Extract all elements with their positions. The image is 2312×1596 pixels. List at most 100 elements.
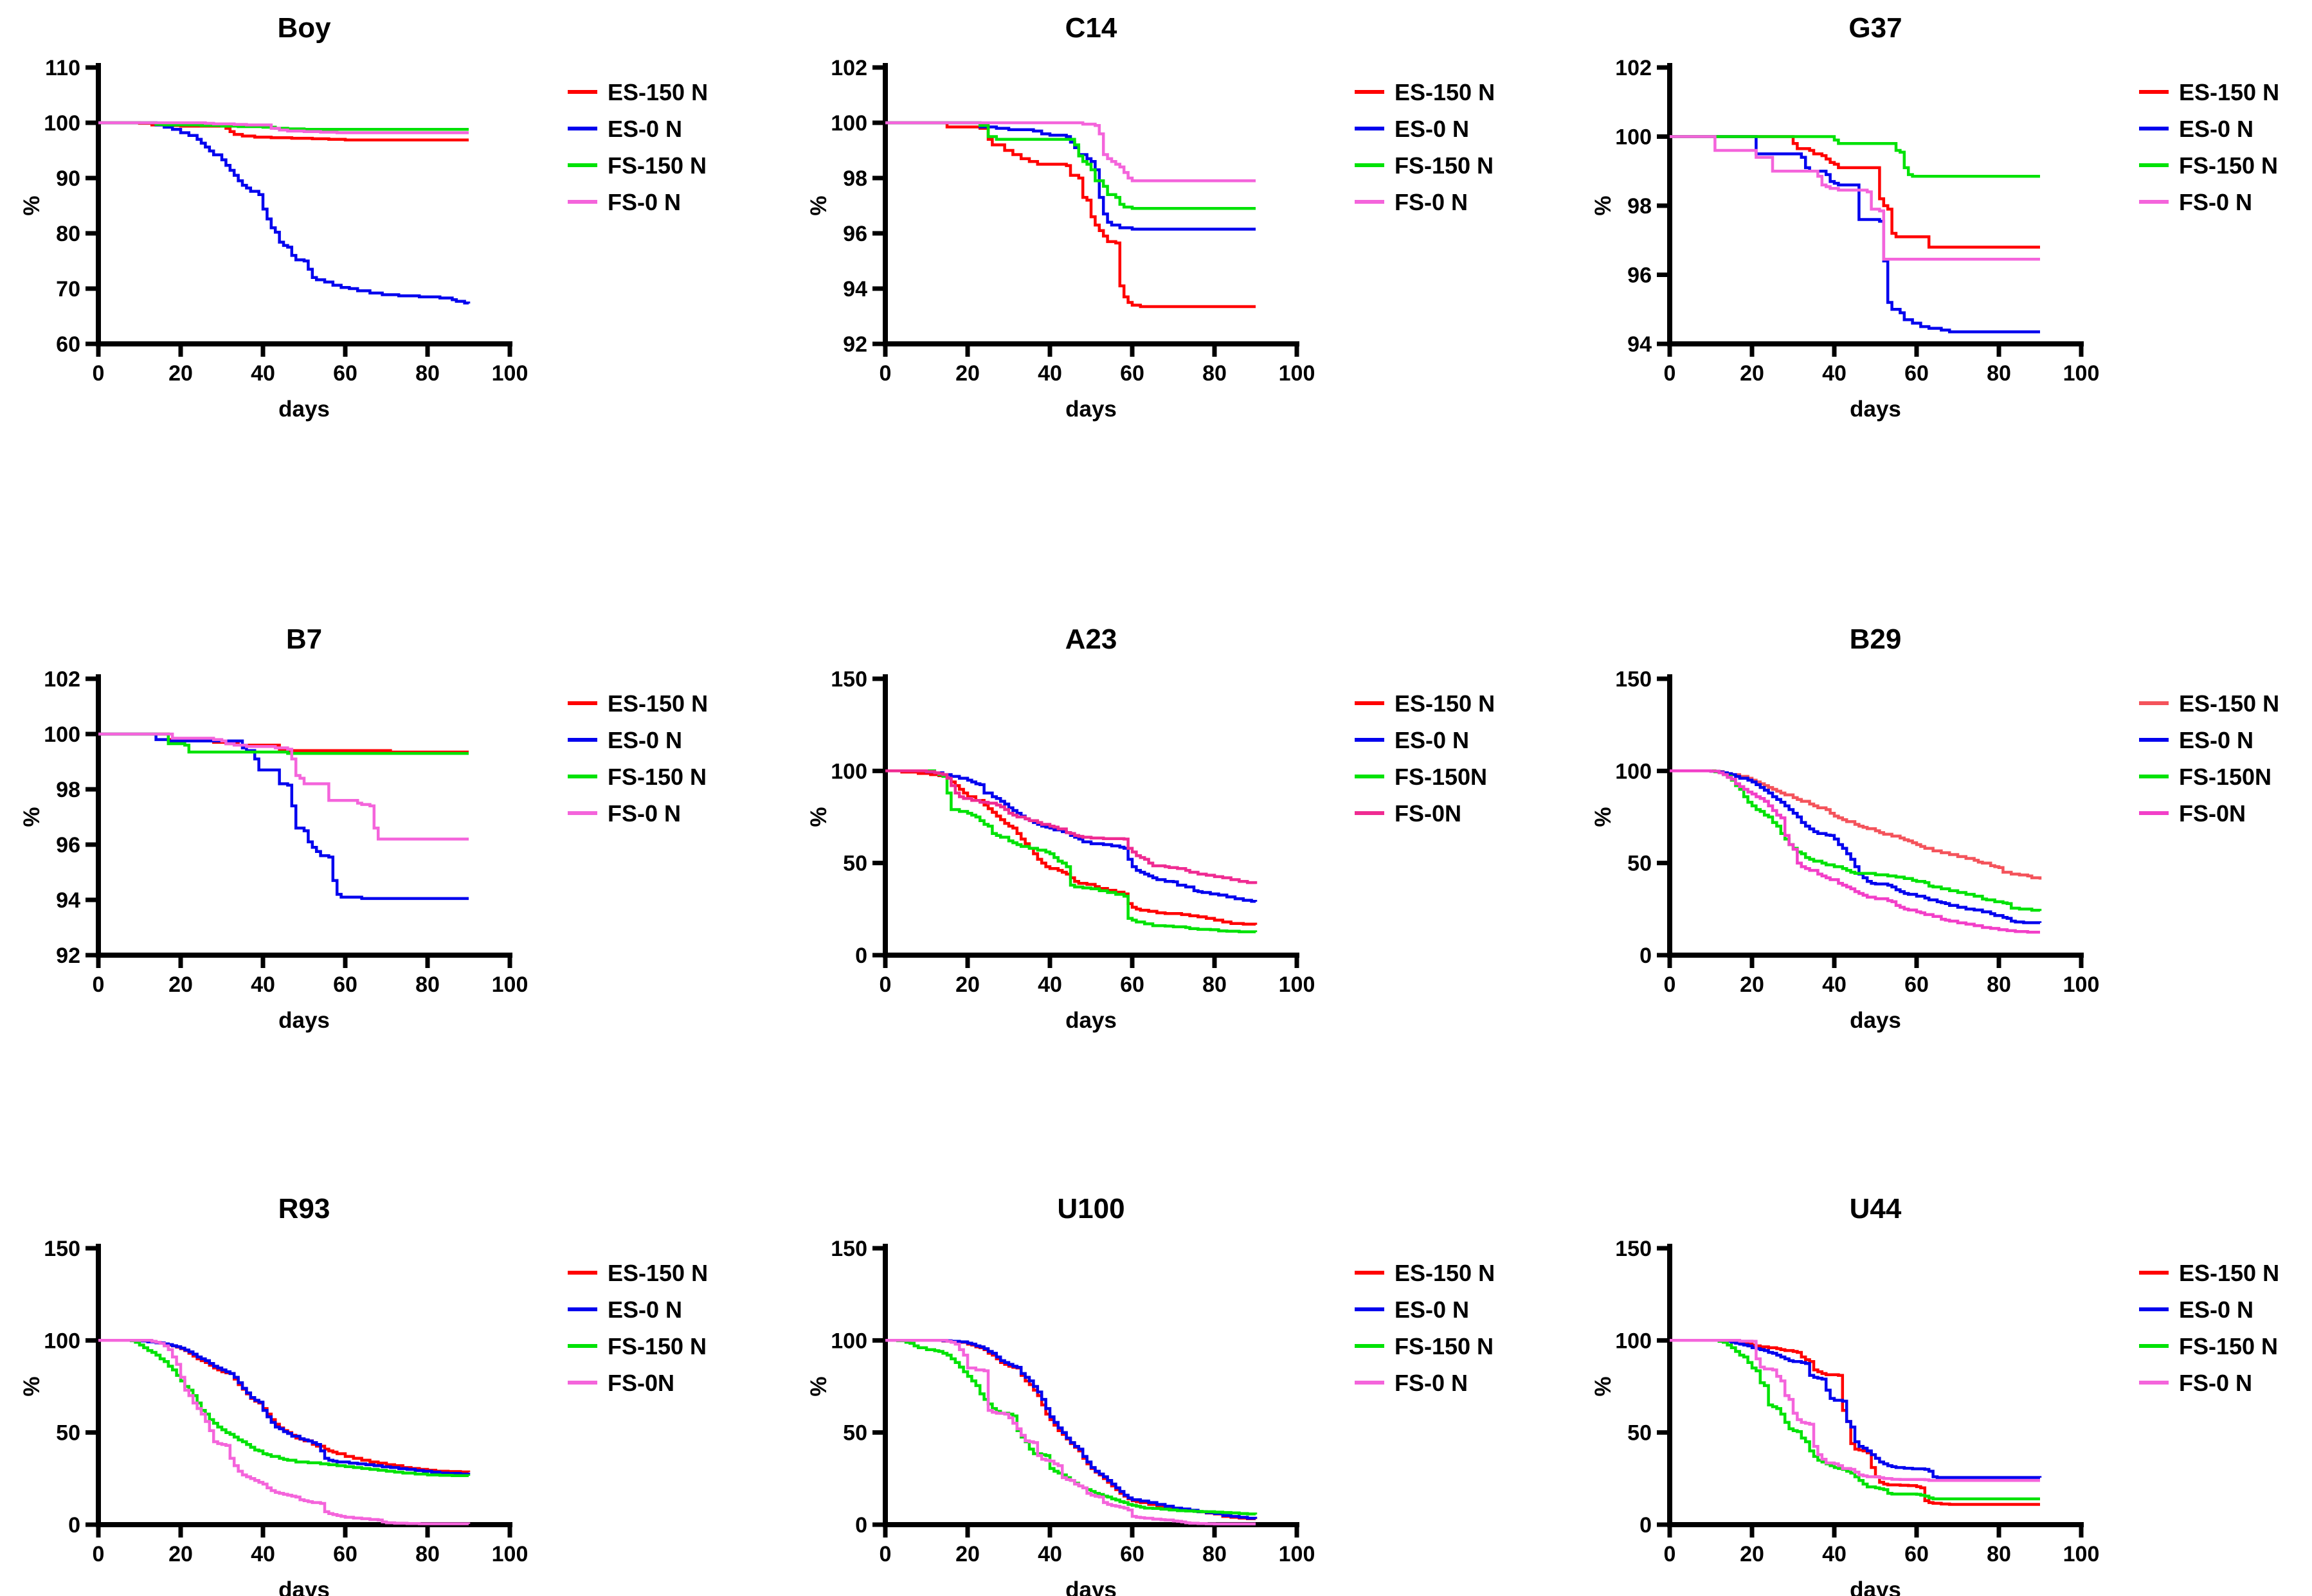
chart-cell-u100: U100 0 20 40 60 80 100 0 50 100 150 days% ES-150 N ES… [771,1154,1542,1596]
y-tick-label: 102 [831,56,867,80]
legend-item: FS-0 N [1355,189,1468,215]
x-tick-label: 20 [1740,973,1764,997]
series-line-1 [98,1339,471,1476]
x-tick-label: 0 [1664,1542,1676,1566]
legend-item: ES-0 N [568,1296,682,1323]
y-tick-label: 100 [831,111,867,136]
x-tick-label: 80 [1202,1542,1227,1566]
y-tick-label: 70 [56,277,80,301]
x-tick-label: 80 [1987,361,2011,386]
series-line-3 [885,1339,1256,1526]
legend-label: FS-150 N [608,764,707,790]
x-tick-label: 0 [93,973,105,997]
y-tick-label: 150 [831,667,867,692]
legend-item: ES-150 N [568,79,708,105]
series-line-2 [885,1339,1258,1516]
y-axis-label: % [806,1376,831,1396]
x-tick-label: 0 [880,361,892,386]
legend-item: FS-150 N [1355,152,1494,179]
y-tick-label: 94 [843,277,867,301]
y-tick-label: 98 [843,166,867,191]
legend-label: ES-150 N [1395,1260,1495,1286]
legend-item: FS-150 N [568,1333,707,1359]
chart-cell-boy: Boy 0 20 40 60 80 100 60 70 80 90 100 110 days% ES-150… [0,0,771,582]
y-tick-label: 50 [1627,852,1652,876]
axes-lines [883,1244,1299,1527]
y-tick-label: 100 [44,1329,80,1353]
y-tick-label: 100 [831,759,867,784]
series-line-3 [1670,135,2040,261]
legend-item: ES-0 N [2139,1296,2253,1323]
x-tick-label: 60 [1904,973,1929,997]
legend-item: FS-0N [568,1370,674,1396]
chart-title: B7 [286,623,322,655]
y-tick-label: 80 [56,222,80,246]
series-line-0 [1670,1339,2040,1506]
chart-cell-b29: B29 0 20 40 60 80 100 0 50 100 150 days% ES-150 N ES-… [1542,582,2312,1154]
legend-label: FS-150 N [2179,152,2278,179]
legend-item: ES-150 N [568,690,708,717]
series-line-1 [1670,135,2040,334]
chart-title: Boy [277,12,331,44]
legend-label: FS-150 N [608,1333,707,1359]
legend-item: ES-0 N [1355,727,1469,753]
legend-label: FS-150 N [608,152,707,179]
series-line-3 [1670,1339,2040,1482]
legend-item: ES-150 N [568,1260,708,1286]
y-axis-label: % [1591,195,1616,215]
y-tick-label: 96 [56,833,80,857]
x-tick-label: 40 [1038,1542,1062,1566]
legend-label: ES-150 N [2179,1260,2279,1286]
y-axis-label: % [806,807,831,827]
legend-label: FS-0 N [2179,189,2252,215]
legend-label: FS-0 N [608,800,681,827]
series-line-1 [98,732,469,901]
y-tick-label: 100 [831,1329,867,1353]
chart-cell-u44: U44 0 20 40 60 80 100 0 50 100 150 days% ES-150 N ES-… [1542,1154,2312,1596]
x-tick-label: 20 [1740,1542,1764,1566]
legend-item: ES-0 N [568,727,682,753]
x-tick-label: 60 [333,361,357,386]
x-tick-label: 40 [1038,361,1062,386]
y-axis-label: % [806,195,831,215]
y-tick-label: 0 [1639,944,1652,968]
x-tick-label: 0 [880,973,892,997]
x-tick-label: 100 [492,973,528,997]
y-tick-label: 100 [1615,125,1652,150]
axes-lines [1667,63,2084,346]
series-line-0 [885,121,1256,309]
y-tick-label: 102 [1615,56,1652,80]
x-tick-label: 20 [955,361,980,386]
y-tick-label: 96 [1627,264,1652,288]
y-axis-label: % [1591,1376,1616,1396]
y-axis-label: % [19,195,44,215]
axes-lines [96,674,512,958]
x-tick-label: 0 [880,1542,892,1566]
chart-cell-a23: A23 0 20 40 60 80 100 0 50 100 150 days% ES-150 N ES-… [771,582,1542,1154]
x-axis-label: days [1850,397,1901,422]
x-axis-label: days [278,1577,330,1596]
series-line-3 [98,121,469,134]
x-tick-label: 60 [1904,361,1929,386]
x-tick-label: 100 [1279,361,1315,386]
series-line-0 [98,732,469,754]
legend-item: FS-150 N [1355,1333,1494,1359]
x-tick-label: 40 [1038,973,1062,997]
x-tick-label: 80 [415,973,440,997]
y-tick-label: 50 [1627,1421,1652,1446]
legend-label: FS-0N [1395,800,1461,827]
series-line-2 [885,121,1256,210]
legend-label: ES-0 N [2179,727,2253,753]
x-tick-label: 40 [251,361,275,386]
chart-title: B29 [1850,623,1902,655]
x-tick-label: 100 [1279,973,1315,997]
y-tick-label: 92 [56,944,80,968]
legend-label: FS-150N [2179,764,2271,790]
chart-boy: Boy 0 20 40 60 80 100 60 70 80 90 100 110 days% ES-150… [19,12,708,422]
series-line-0 [1670,135,2040,249]
y-tick-label: 50 [843,1421,867,1446]
x-tick-label: 80 [415,361,440,386]
legend-item: ES-0 N [568,116,682,142]
legend-item: FS-150 N [2139,152,2278,179]
legend-label: FS-0N [2179,800,2246,827]
